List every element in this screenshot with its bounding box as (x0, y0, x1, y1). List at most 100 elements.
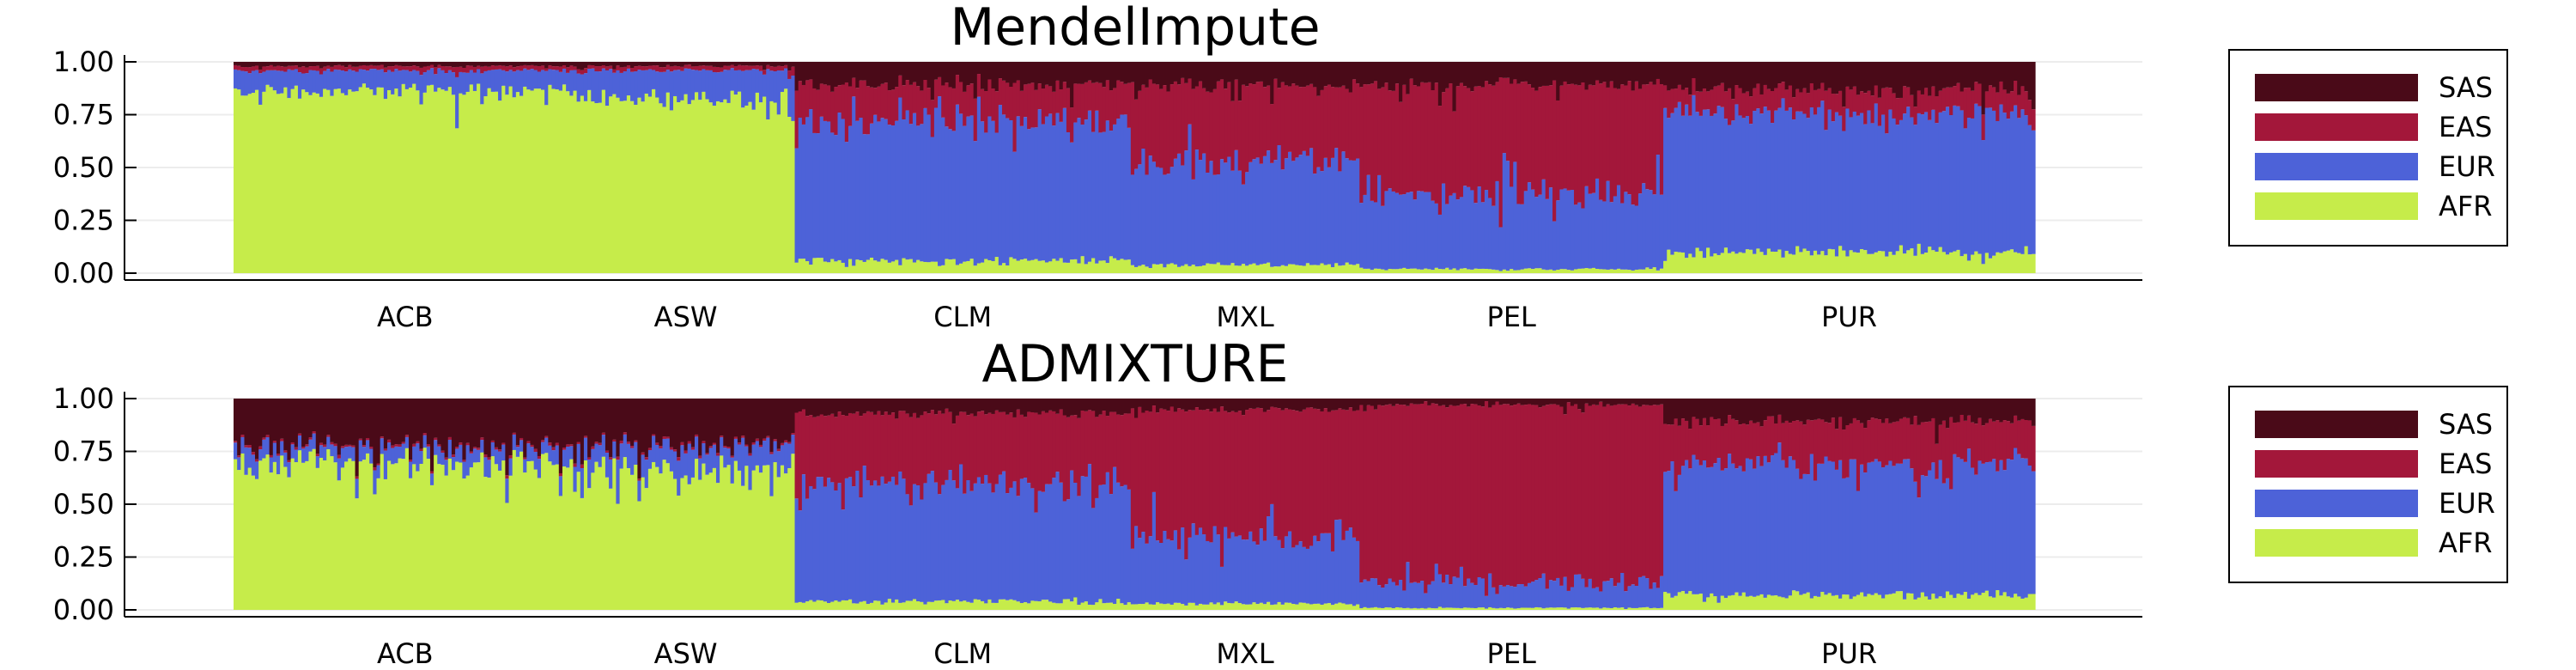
bar-segment-afr (1409, 608, 1414, 610)
bar-segment-eas (1037, 414, 1042, 491)
bar-segment-afr (1620, 269, 1625, 273)
bar-segment-eur (1194, 149, 1200, 267)
bar-segment-eur (1102, 131, 1107, 261)
bar-segment-sas (1695, 399, 1700, 419)
bar-segment-sas (591, 62, 596, 66)
bar-segment-eas (1538, 87, 1543, 195)
bar-segment-eas (987, 412, 993, 484)
bar-segment-eur (1634, 586, 1639, 608)
bar-segment-eur (1073, 122, 1078, 259)
bar-segment-eur (1467, 186, 1471, 270)
bar-segment-afr (1098, 260, 1103, 273)
bar-segment-eur (1667, 118, 1671, 250)
bar-segment-eas (1249, 408, 1253, 532)
bar-segment-afr (705, 99, 710, 273)
bar-segment-eas (945, 82, 950, 127)
bar-segment-eas (1695, 91, 1700, 113)
bar-segment-sas (966, 62, 971, 86)
bar-segment-eur (884, 484, 889, 603)
bar-segment-sas (1498, 399, 1504, 405)
bar-segment-sas (1030, 62, 1036, 83)
bar-segment-afr (330, 456, 335, 610)
bar-segment-afr (480, 452, 484, 610)
bar-segment-eur (391, 448, 395, 465)
bar-segment-eas (612, 439, 617, 442)
bar-segment-eur (1949, 115, 1953, 253)
bar-segment-afr (240, 453, 246, 610)
bar-segment-afr (558, 496, 563, 610)
bar-segment-eur (916, 125, 920, 260)
bar-segment-eur (455, 76, 459, 129)
bar-segment-eas (1756, 83, 1761, 109)
bar-segment-afr (301, 462, 306, 610)
bar-segment-afr (1813, 595, 1818, 610)
bar-segment-afr (1992, 597, 1996, 610)
bar-segment-afr (1738, 595, 1743, 610)
bar-segment-eur (1906, 107, 1911, 251)
bar-segment-afr (404, 88, 410, 273)
bar-segment-sas (1034, 62, 1039, 90)
bar-segment-eas (1095, 417, 1099, 498)
bar-segment-eas (1534, 90, 1539, 198)
bar-segment-afr (1877, 594, 1882, 610)
bar-segment-eas (1259, 408, 1264, 529)
bar-segment-eur (1781, 98, 1786, 258)
bar-segment-eur (1409, 582, 1414, 609)
bar-segment-eas (1781, 423, 1786, 460)
bar-segment-afr (1531, 607, 1535, 610)
bar-segment-eur (426, 70, 431, 86)
bar-segment-sas (333, 399, 338, 444)
bar-segment-eas (920, 90, 924, 125)
bar-segment-eas (244, 445, 249, 448)
bar-segment-afr (890, 261, 896, 273)
bar-segment-sas (848, 399, 853, 413)
bar-segment-sas (1895, 62, 1900, 99)
bar-segment-sas (659, 399, 664, 447)
bar-segment-sas (1634, 399, 1639, 405)
bar-segment-sas (1502, 62, 1507, 78)
bar-segment-sas (1674, 62, 1679, 89)
bar-segment-eas (558, 472, 563, 477)
bar-segment-eas (1048, 86, 1053, 114)
bar-segment-eur (981, 484, 985, 601)
bar-segment-sas (1556, 62, 1560, 100)
bar-segment-afr (655, 466, 659, 610)
bar-segment-eur (1295, 545, 1300, 605)
bar-segment-sas (1148, 399, 1153, 412)
bar-segment-sas (465, 62, 471, 66)
bar-segment-sas (1134, 62, 1139, 100)
bar-segment-sas (1098, 399, 1103, 415)
bar-segment-afr (1391, 608, 1396, 610)
bar-segment-afr (387, 89, 392, 274)
bar-segment-sas (1127, 399, 1132, 414)
bar-segment-afr (981, 600, 985, 610)
bar-segment-eas (1556, 100, 1560, 201)
bar-segment-eas (1044, 84, 1049, 117)
bar-segment-eur (1216, 534, 1221, 603)
bar-segment-eur (830, 132, 835, 259)
bar-segment-afr (1505, 607, 1510, 610)
bar-segment-eur (1327, 167, 1332, 265)
bar-segment-eas (1198, 409, 1203, 528)
bar-segment-eur (726, 70, 732, 103)
bar-segment-sas (948, 399, 953, 412)
bar-segment-sas (973, 62, 978, 99)
bar-segment-eas (687, 64, 692, 69)
bar-segment-eas (551, 66, 556, 70)
bar-segment-afr (1087, 604, 1092, 610)
bar-segment-eur (819, 116, 824, 259)
bar-segment-sas (1637, 399, 1643, 407)
bar-segment-eas (787, 70, 792, 79)
bar-segment-afr (1906, 250, 1911, 273)
bar-segment-eas (319, 68, 324, 75)
bar-segment-sas (1148, 62, 1153, 80)
bar-segment-eas (1473, 404, 1479, 586)
bar-segment-eur (1334, 520, 1339, 604)
bar-segment-afr (1437, 269, 1443, 273)
bar-segment-afr (566, 91, 570, 274)
bar-segment-afr (1680, 591, 1686, 610)
bar-segment-sas (884, 399, 889, 412)
bar-segment-sas (966, 399, 971, 416)
bar-segment-afr (1095, 602, 1099, 610)
